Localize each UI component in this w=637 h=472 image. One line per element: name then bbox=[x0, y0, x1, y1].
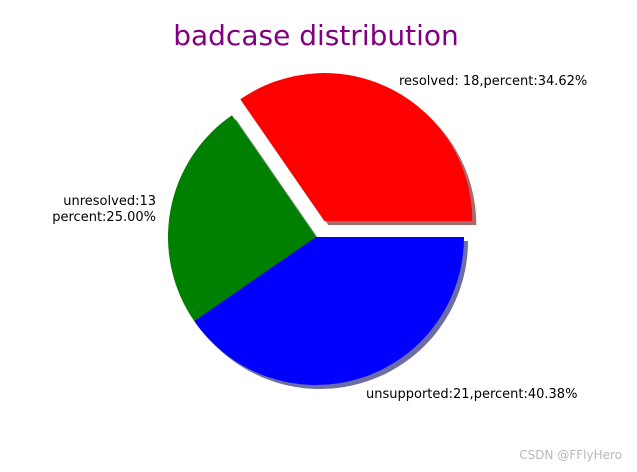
slice-resolved bbox=[240, 73, 473, 222]
label-resolved: resolved: 18,percent:34.62% bbox=[399, 74, 587, 89]
chart-title: badcase distribution bbox=[173, 19, 459, 52]
label-line: unresolved:13 bbox=[63, 194, 156, 209]
label-unsupported: unsupported:21,percent:40.38% bbox=[366, 387, 577, 402]
label-line: percent:25.00% bbox=[52, 210, 156, 225]
label-line: unsupported:21,percent:40.38% bbox=[366, 387, 577, 402]
watermark: CSDN @FFlyHero bbox=[519, 448, 622, 462]
label-line: resolved: 18,percent:34.62% bbox=[399, 74, 587, 89]
slices bbox=[168, 73, 473, 385]
label-unresolved: unresolved:13 percent:25.00% bbox=[52, 194, 156, 225]
slice-unsupported bbox=[194, 237, 464, 385]
slice-labels: resolved: 18,percent:34.62% unresolved:13… bbox=[52, 74, 587, 402]
slice-unresolved bbox=[168, 115, 316, 322]
